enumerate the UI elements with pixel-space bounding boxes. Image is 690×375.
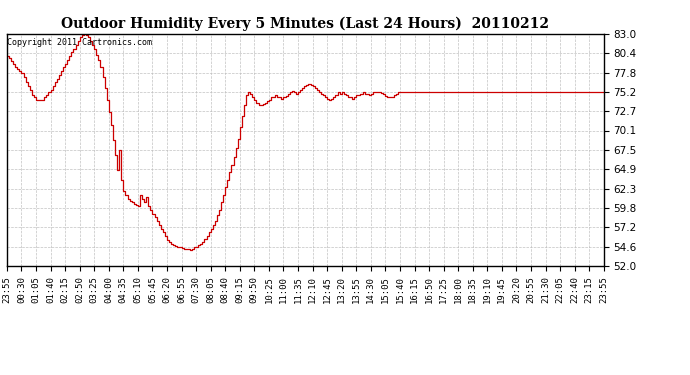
Title: Outdoor Humidity Every 5 Minutes (Last 24 Hours)  20110212: Outdoor Humidity Every 5 Minutes (Last 2… (61, 17, 549, 31)
Text: Copyright 2011 Cartronics.com: Copyright 2011 Cartronics.com (8, 38, 152, 47)
